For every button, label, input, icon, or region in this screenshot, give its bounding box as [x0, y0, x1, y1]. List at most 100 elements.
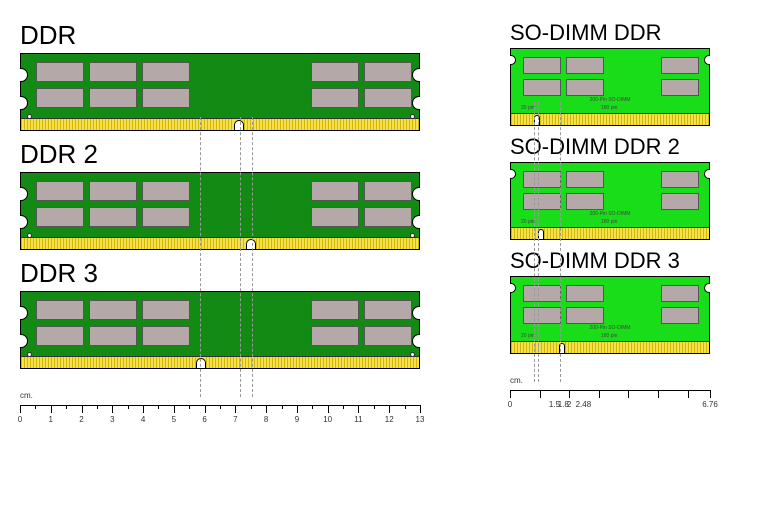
memory-chip [566, 57, 604, 74]
ruler-label: cm. [20, 391, 33, 400]
pin-connector [511, 113, 709, 125]
memory-chip [364, 207, 412, 227]
dimm-module-group: DDR 3 [20, 258, 420, 369]
ruler-tick [540, 390, 541, 398]
memory-chip [523, 79, 561, 96]
ruler-tick [569, 390, 570, 398]
ruler-number: 4 [141, 415, 145, 424]
memory-chip [364, 181, 412, 201]
memory-chip [311, 62, 359, 82]
ruler-number: 1 [49, 415, 53, 424]
dimm-module-group: DDR 2 [20, 139, 420, 250]
memory-chip [311, 88, 359, 108]
memory-chip [89, 88, 137, 108]
ruler-number: 0 [18, 415, 22, 424]
memory-chip [566, 285, 604, 302]
memory-chip [364, 326, 412, 346]
memory-chip [311, 181, 359, 201]
ruler-number: 2 [567, 400, 571, 409]
ruler-number: 3 [110, 415, 114, 424]
ram-module: 200-Pin SO-DIMM20 pin180 pin [510, 48, 710, 126]
ruler-tick-minor [97, 405, 98, 409]
ruler-number: 10 [323, 415, 332, 424]
ram-module [20, 53, 420, 131]
ruler-tick [112, 405, 113, 413]
memory-chip [36, 181, 84, 201]
pcb-body: 200-Pin SO-DIMM20 pin180 pin [511, 163, 709, 227]
ruler-tick [20, 405, 21, 413]
pin-label: 180 pin [601, 333, 617, 339]
ruler-tick [235, 405, 236, 413]
side-notch [704, 169, 710, 179]
ruler-tick [82, 405, 83, 413]
ruler-tick [389, 405, 390, 413]
ruler-tick-minor [405, 405, 406, 409]
memory-chip [142, 207, 190, 227]
memory-chip [523, 57, 561, 74]
notch-guideline [534, 102, 535, 382]
side-notch [412, 96, 420, 110]
pcb-body [21, 54, 419, 118]
side-notch [20, 215, 28, 229]
side-notch [412, 68, 420, 82]
sodimm-module-group: SO-DIMM DDR200-Pin SO-DIMM20 pin180 pin [510, 20, 710, 126]
memory-chip [36, 62, 84, 82]
memory-chip [661, 171, 699, 188]
memory-chip [566, 193, 604, 210]
ruler-tick [297, 405, 298, 413]
module-title: SO-DIMM DDR 2 [510, 134, 710, 160]
memory-chip [523, 285, 561, 302]
ram-module [20, 172, 420, 250]
ruler-tick [628, 390, 629, 398]
memory-chip [142, 88, 190, 108]
side-notch [510, 169, 516, 179]
ruler-number: 2.48 [576, 400, 592, 409]
cm-ruler: cm.01.51.822.486.76 [510, 372, 710, 412]
memory-chip [89, 62, 137, 82]
side-notch [20, 68, 28, 82]
pin-label: 20 pin [521, 219, 535, 225]
ram-module: 200-Pin SO-DIMM20 pin180 pin [510, 276, 710, 354]
pin-connector [21, 356, 419, 368]
module-title: SO-DIMM DDR [510, 20, 710, 46]
notch-guideline [240, 117, 241, 397]
notch-guideline [560, 102, 561, 382]
pin-label: 180 pin [601, 105, 617, 111]
memory-chip [142, 181, 190, 201]
ruler-tick-minor [158, 405, 159, 409]
ruler-tick-minor [251, 405, 252, 409]
memory-chip [89, 300, 137, 320]
ruler-tick-minor [374, 405, 375, 409]
module-title: SO-DIMM DDR 3 [510, 248, 710, 274]
memory-chip [311, 300, 359, 320]
ruler-tick [420, 405, 421, 413]
ruler-number: 7 [233, 415, 237, 424]
notch-guideline [538, 102, 539, 382]
cm-ruler: cm.012345678910111213 [20, 387, 420, 427]
memory-chip [36, 326, 84, 346]
memory-chip [36, 88, 84, 108]
pcb-body [21, 173, 419, 237]
memory-chip [661, 79, 699, 96]
side-notch [20, 306, 28, 320]
side-notch [412, 187, 420, 201]
side-notch [20, 96, 28, 110]
ruler-label: cm. [510, 376, 523, 385]
pcb-body: 200-Pin SO-DIMM20 pin180 pin [511, 277, 709, 341]
side-notch [704, 283, 710, 293]
ruler-number: 11 [354, 415, 362, 424]
side-notch [510, 55, 516, 65]
memory-chip [311, 207, 359, 227]
ruler-number: 6 [202, 415, 206, 424]
ruler-tick [266, 405, 267, 413]
memory-chip [89, 326, 137, 346]
pin-label: 20 pin [521, 105, 535, 111]
notch-guideline [200, 117, 201, 397]
ruler-number: 5 [172, 415, 176, 424]
pin-connector [21, 118, 419, 130]
memory-chip [566, 171, 604, 188]
side-notch [412, 334, 420, 348]
side-notch [412, 306, 420, 320]
memory-chip [364, 300, 412, 320]
memory-chip [661, 57, 699, 74]
